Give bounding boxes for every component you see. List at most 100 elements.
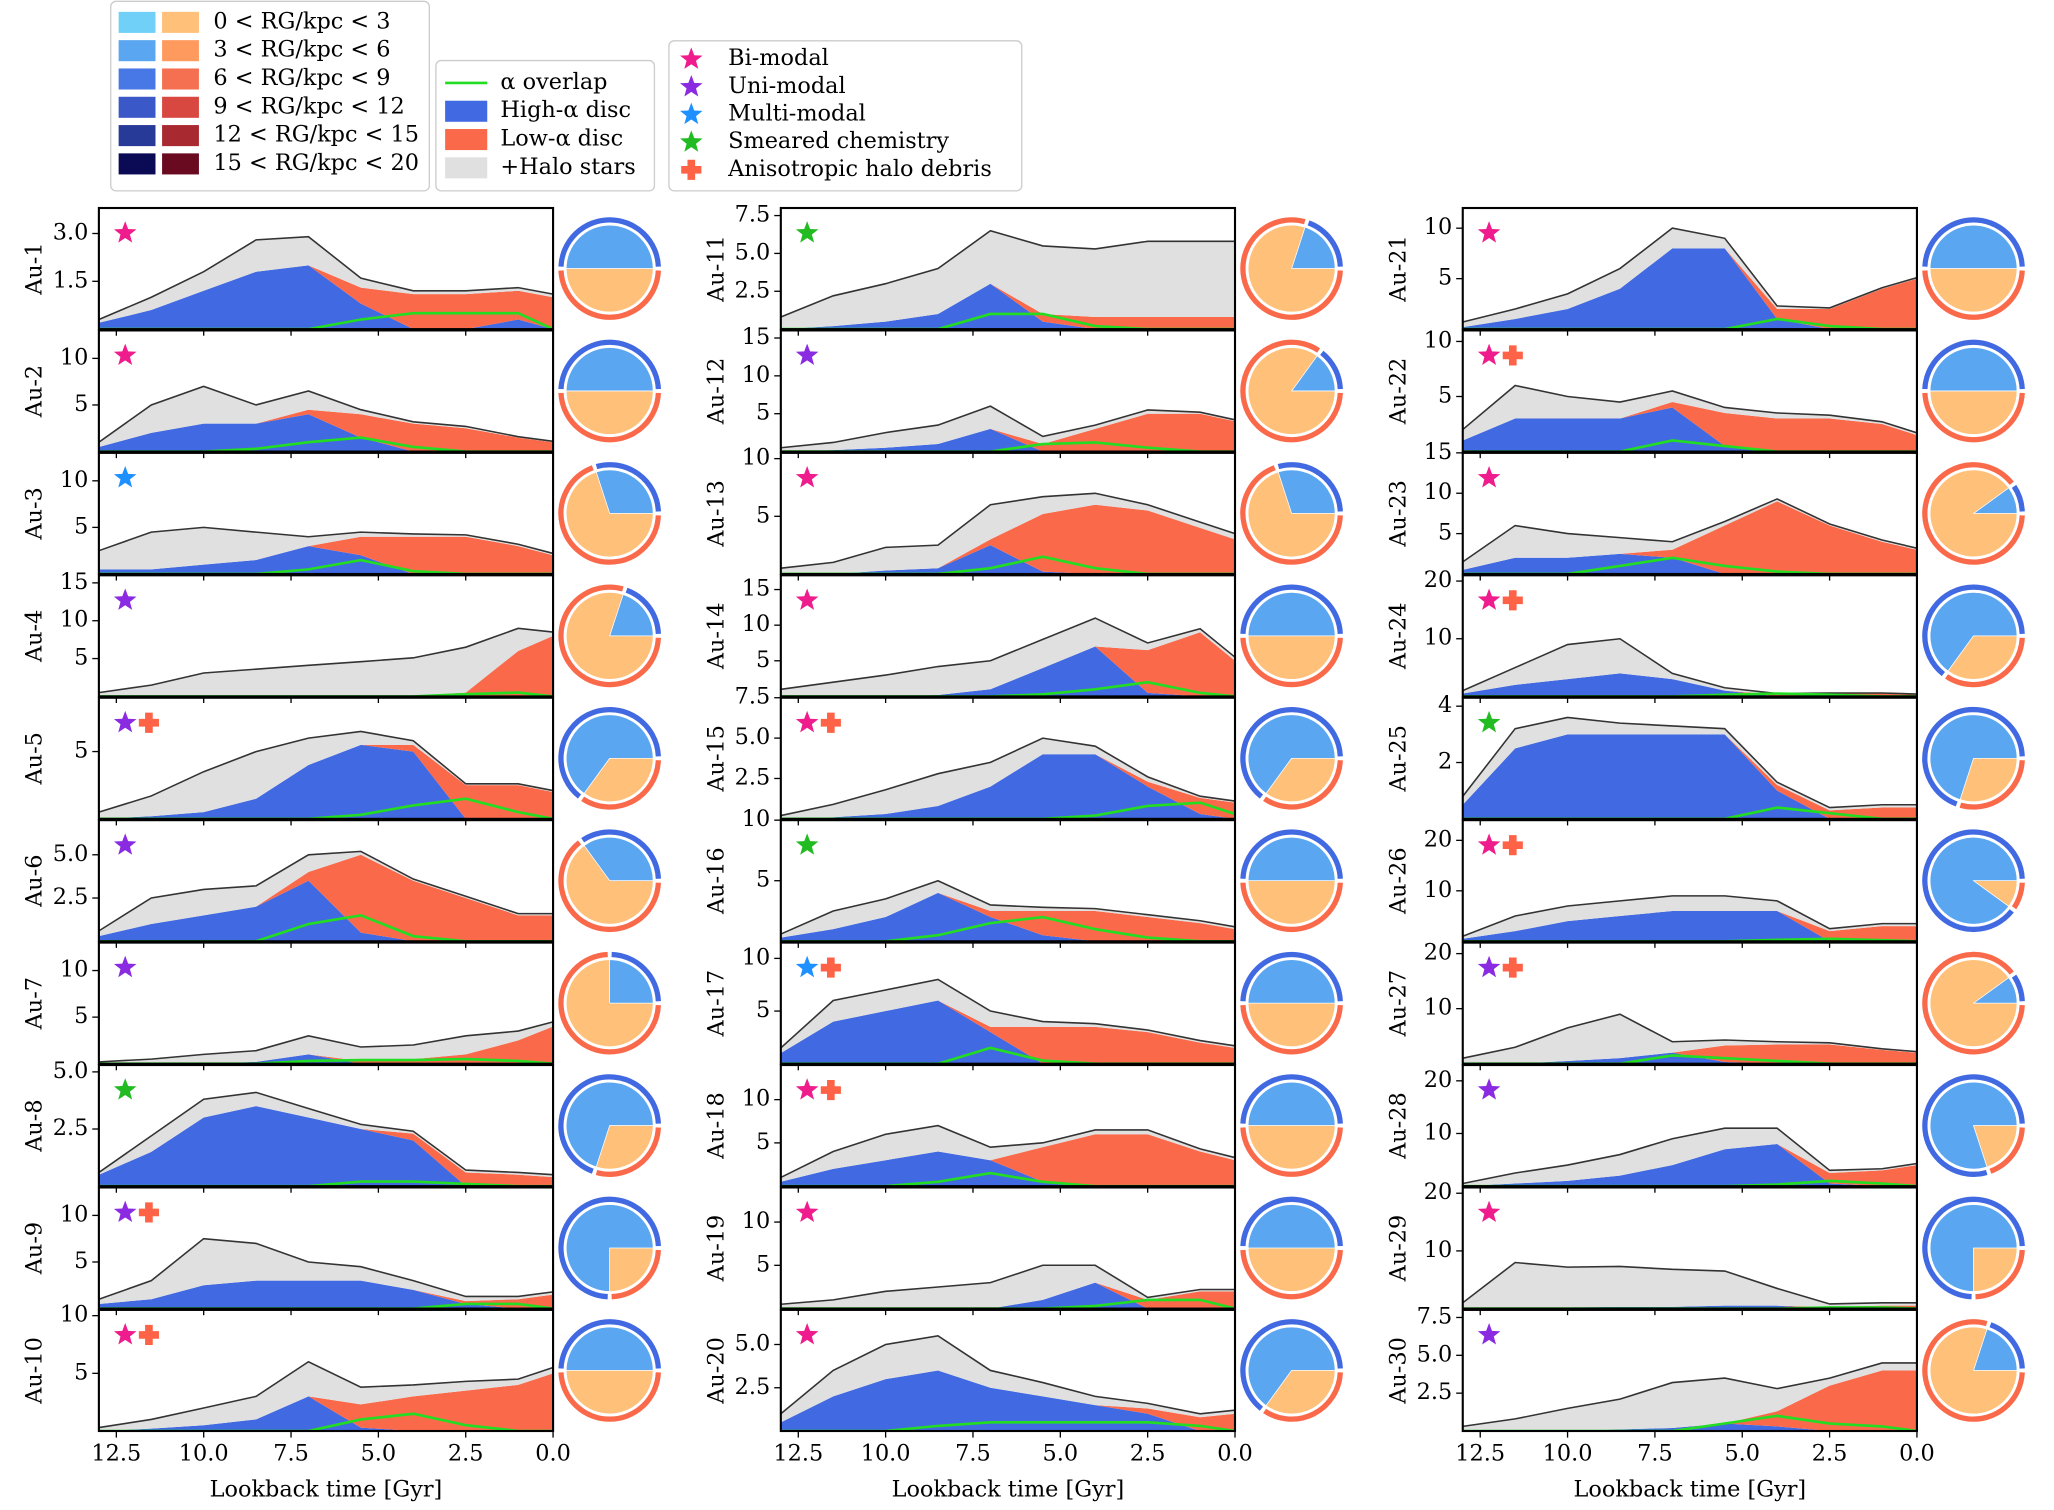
area (1462, 407, 1917, 452)
area (780, 892, 1236, 942)
envelope-line (98, 526, 554, 555)
area (1462, 638, 1917, 695)
area (1462, 385, 1917, 441)
panel-label: Au-1 (22, 242, 48, 295)
marker-symbol (795, 588, 819, 610)
x-axis-label: Lookback time [Gyr] (1574, 1476, 1807, 1502)
panel-label: Au-5 (22, 732, 48, 785)
pie-ring (558, 840, 661, 933)
overlap-line (780, 555, 1236, 574)
axes-frame (779, 1186, 1237, 1310)
y-tick-label: 2.5 (735, 1374, 771, 1400)
panel-plot (780, 879, 1236, 942)
pie-ring (1922, 270, 2025, 320)
y-tick-label: 7.5 (1417, 1303, 1453, 1329)
x-tick-label: 0.0 (1899, 1441, 1935, 1467)
axes-frame (97, 329, 555, 453)
panel-label: Au-22 (1386, 358, 1412, 426)
axes-frame (97, 696, 555, 820)
marker-symbol (113, 710, 137, 733)
area (98, 414, 554, 452)
pie-ring (558, 951, 661, 1055)
area (780, 1265, 1236, 1309)
area (780, 754, 1236, 819)
area (1462, 1014, 1917, 1064)
marker-symbol (113, 1200, 137, 1223)
area (1462, 673, 1917, 697)
panel-label: Au-11 (704, 235, 730, 303)
area (1462, 911, 1917, 942)
envelope-line (780, 737, 1236, 817)
pie-ring (595, 1127, 661, 1177)
area (780, 504, 1236, 574)
area (98, 1021, 554, 1064)
marker-symbol (113, 833, 137, 855)
x-tick-label: 12.5 (91, 1441, 141, 1467)
y-tick-label: 5 (756, 1129, 770, 1155)
y-tick-label: 20 (1424, 940, 1452, 966)
area (1462, 911, 1917, 942)
legend-label: α overlap (500, 69, 607, 95)
marker-symbol (1502, 345, 1523, 366)
pie-wedge (1291, 226, 1336, 269)
y-tick-label: 15 (1424, 439, 1452, 465)
pie-ring (1240, 1196, 1343, 1247)
y-tick-label: 15 (742, 324, 770, 350)
x-tick-label: 5.0 (361, 1441, 397, 1467)
overlap-line (98, 1302, 554, 1309)
panel-label: Au-24 (1386, 603, 1412, 671)
panel-label: Au-15 (704, 725, 730, 793)
panel-label: Au-30 (1386, 1337, 1412, 1405)
panel-plot (98, 627, 554, 697)
area (780, 1125, 1236, 1182)
pie-wedge (1973, 1328, 2018, 1371)
x-tick-label: 10.0 (179, 1441, 229, 1467)
marker-symbol (795, 343, 819, 366)
axes-frame (1461, 819, 1918, 943)
legend-label: 12 < RG/kpc < 15 (213, 122, 419, 148)
legend-label: Bi-modal (728, 45, 829, 71)
area (98, 854, 554, 942)
pie-wedge (1247, 347, 1336, 435)
pie-ring (1307, 220, 1343, 267)
area (98, 546, 554, 574)
envelope-line (780, 617, 1236, 691)
y-tick-label: 5.0 (735, 1330, 771, 1356)
pie-wedge (1247, 1326, 1336, 1407)
y-tick-label: 2.5 (735, 764, 771, 790)
envelope-line (1462, 716, 1917, 809)
x-tick-label: 0.0 (1217, 1441, 1253, 1467)
panel-label: Au-12 (704, 358, 730, 426)
pie-wedge (565, 390, 654, 435)
pie-wedge (1247, 592, 1336, 637)
pie-wedge (565, 845, 654, 925)
area (98, 1106, 554, 1187)
area (1462, 1370, 1917, 1432)
pie-wedge (565, 714, 654, 794)
panel-label: Au-21 (1386, 235, 1412, 303)
panel-plot (1462, 895, 1917, 942)
y-tick-label: 20 (1424, 567, 1452, 593)
x-tick-label: 5.0 (1724, 1441, 1760, 1467)
pie-wedge (1929, 268, 2018, 313)
pie-wedge (1247, 1125, 1336, 1170)
y-tick-label: 5 (756, 1251, 770, 1277)
area (780, 1370, 1236, 1432)
pie-ring (1277, 462, 1343, 512)
axes-frame (779, 941, 1237, 1065)
legend-swatch (162, 11, 199, 33)
x-tick-label: 2.5 (448, 1441, 484, 1467)
pie-ring (1922, 1319, 2025, 1422)
x-tick-label: 10.0 (861, 1441, 911, 1467)
y-tick-label: 2.5 (53, 1115, 89, 1141)
panel-label: Au-19 (704, 1215, 730, 1283)
marker-symbol (1502, 835, 1523, 856)
overlap-line (780, 1046, 1236, 1064)
overlap-line (780, 1171, 1236, 1187)
y-tick-label: 10 (1424, 1119, 1452, 1145)
overlap-line (1462, 556, 1917, 574)
y-tick-label: 10 (60, 957, 88, 983)
panel-plot (1462, 227, 1917, 330)
panel-plot (1462, 1261, 1917, 1309)
panel-plot (780, 737, 1236, 819)
